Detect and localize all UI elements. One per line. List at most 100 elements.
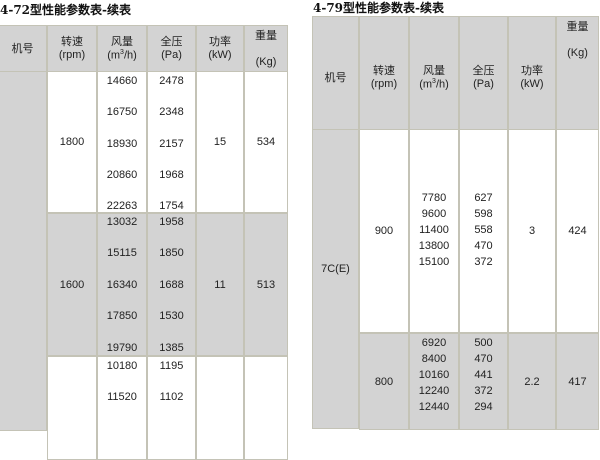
header-flow-label: 风量 [423, 65, 445, 77]
header-speed: 转速 (rpm) [359, 16, 409, 130]
header-power-label: 功率 [209, 36, 231, 48]
unit-h: /h) [435, 78, 449, 91]
flow-cell: 6920 8400 10160 12240 12440 [409, 333, 459, 430]
power-value: 15 [213, 136, 227, 148]
header-speed-unit: (rpm) [58, 49, 86, 61]
pressure-value: 2157 [159, 138, 184, 150]
header-power-label: 功率 [521, 65, 543, 77]
header-weight-unit: (Kg) [255, 56, 277, 68]
weight-cell: 513 [244, 213, 288, 356]
unit-m: (m [107, 49, 121, 62]
pressure-value: 558 [474, 224, 493, 236]
flow-value: 8400 [421, 353, 447, 365]
power-value: 11 [214, 278, 226, 291]
pressure-value: 1850 [159, 247, 184, 259]
header-weight-label: 重量 [566, 21, 589, 33]
unit-exp: 3 [432, 78, 436, 85]
speed-value: 1600 [59, 278, 85, 291]
pressure-value: 372 [474, 385, 493, 397]
power-value: 3 [528, 225, 536, 237]
pressure-value: 1754 [159, 200, 184, 212]
header-weight: 重量 (Kg) [556, 16, 599, 130]
flow-value: 11520 [107, 391, 137, 403]
header-pressure-unit: (Pa) [161, 49, 182, 61]
header-flow-label: 风量 [111, 36, 133, 48]
flow-value: 16340 [106, 279, 138, 291]
header-flow: 风量 (m3/h) [409, 16, 459, 130]
flow-value: 12240 [418, 385, 450, 397]
flow-value: 15100 [418, 256, 450, 268]
pressure-value: 1385 [159, 342, 184, 354]
header-model-label: 机号 [11, 43, 34, 55]
flow-value: 10160 [418, 369, 450, 381]
header-flow-unit: (m3/h) [98, 49, 146, 62]
speed-value: 900 [374, 225, 394, 237]
header-weight-label: 重量 [255, 30, 277, 42]
power-cell [196, 356, 244, 460]
pressure-value: 372 [474, 256, 493, 268]
header-speed-label: 转速 [61, 36, 83, 48]
header-speed-label: 转速 [373, 65, 395, 77]
pressure-value: 1530 [159, 310, 184, 322]
unit-h: /h) [123, 49, 137, 62]
pressure-value: 1968 [159, 169, 184, 181]
flow-value: 6920 [421, 337, 447, 349]
flow-cell: 13032 15115 16340 17850 19790 [97, 213, 147, 356]
speed-cell: 1600 [47, 213, 97, 356]
flow-value: 11400 [419, 224, 449, 236]
flow-value: 20860 [106, 169, 138, 181]
header-power: 功率 (kW) [196, 25, 244, 72]
pressure-value: 1958 [159, 216, 184, 228]
header-model-label: 机号 [324, 72, 347, 84]
header-speed-unit: (rpm) [370, 78, 398, 90]
power-cell: 15 [196, 71, 244, 213]
power-value: 2.2 [524, 375, 540, 388]
power-cell: 2.2 [508, 333, 556, 430]
speed-cell: 900 [359, 129, 409, 333]
unit-exp: 3 [120, 49, 124, 56]
power-cell: 3 [508, 129, 556, 333]
left-table-title: 4-72型性能参数表-续表 [0, 3, 132, 17]
header-pressure-unit: (Pa) [473, 78, 494, 90]
header-power-unit: (kW) [208, 49, 232, 61]
power-cell: 11 [196, 213, 244, 356]
speed-cell: 800 [359, 333, 409, 430]
header-pressure-label: 全压 [472, 65, 495, 77]
weight-value: 513 [256, 278, 276, 291]
flow-value: 16750 [106, 106, 138, 118]
flow-value: 13032 [106, 216, 138, 228]
flow-value: 10180 [106, 360, 138, 372]
pressure-cell: 627 598 558 470 372 [459, 129, 508, 333]
model-cell [0, 71, 47, 431]
header-flow-unit: (m3/h) [410, 78, 458, 91]
pressure-value: 627 [474, 192, 493, 204]
header-model: 机号 [312, 16, 359, 130]
header-model: 机号 [0, 25, 47, 72]
pressure-value: 1688 [159, 279, 184, 291]
flow-value: 7780 [421, 192, 447, 204]
pressure-value: 294 [474, 401, 493, 413]
flow-cell: 7780 9600 11400 13800 15100 [409, 129, 459, 333]
pressure-cell: 500 470 441 372 294 [459, 333, 508, 430]
weight-value: 534 [256, 136, 276, 148]
right-table-title: 4-79型性能参数表-续表 [313, 1, 445, 15]
pressure-value: 2348 [159, 106, 184, 118]
pressure-value: 598 [474, 208, 493, 220]
flow-value: 12440 [418, 401, 450, 413]
flow-cell: 14660 16750 18930 20860 22263 [97, 71, 147, 213]
flow-value: 13800 [418, 240, 450, 252]
header-weight-unit: (Kg) [567, 47, 588, 59]
flow-cell: 10180 11520 [97, 356, 147, 460]
flow-value: 19790 [106, 342, 138, 354]
weight-cell: 424 [556, 129, 599, 333]
speed-value: 1800 [59, 136, 85, 148]
unit-m: (m [419, 78, 433, 91]
pressure-value: 1195 [159, 360, 184, 372]
header-flow: 风量 (m3/h) [97, 25, 147, 72]
weight-cell: 417 [556, 333, 599, 430]
flow-value: 18930 [106, 138, 138, 150]
speed-cell: 1800 [47, 71, 97, 213]
pressure-value: 1102 [159, 391, 184, 403]
pressure-value: 470 [474, 240, 493, 252]
header-power-unit: (kW) [520, 78, 544, 90]
